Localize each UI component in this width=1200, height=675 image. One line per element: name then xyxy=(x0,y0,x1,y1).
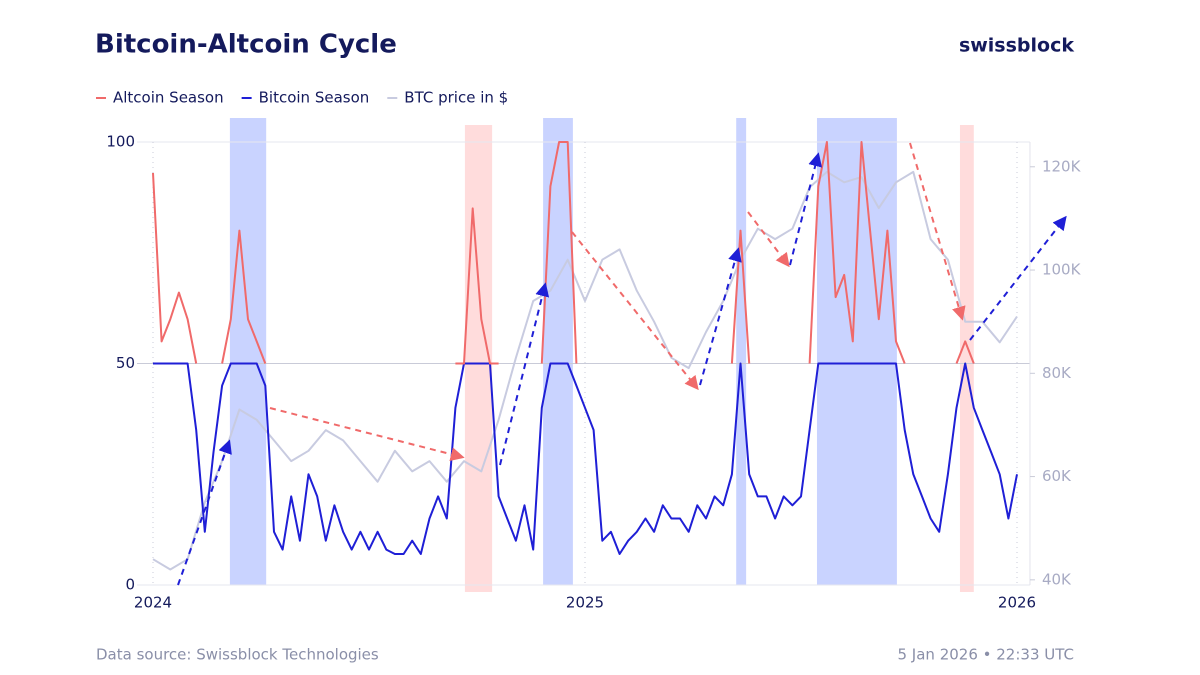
grid: 0 50 100 40K 60K 80K 100K 120K 2024 2025 2026 xyxy=(106,133,1081,612)
brand: swissblock xyxy=(959,35,1074,57)
arrow xyxy=(177,439,232,586)
x-tick-label: 2026 xyxy=(998,594,1036,612)
series-line xyxy=(730,229,751,364)
y-tick-label: 100 xyxy=(106,133,135,151)
arrow xyxy=(747,211,790,268)
series-line xyxy=(152,170,1018,571)
series-line xyxy=(455,207,499,365)
timestamp: 5 Jan 2026 • 22:33 UTC xyxy=(898,646,1075,664)
series-line xyxy=(221,229,267,364)
series-line xyxy=(808,141,906,364)
series-line xyxy=(152,172,198,364)
arrow xyxy=(571,231,699,391)
series-line xyxy=(955,340,975,364)
y2-tick-label: 60K xyxy=(1042,467,1072,485)
legend: Altcoin Season Bitcoin Season BTC price in… xyxy=(96,89,508,107)
arrow xyxy=(909,142,966,321)
shaded-region xyxy=(736,118,747,585)
y2-tick-label: 100K xyxy=(1042,261,1082,279)
series-line xyxy=(153,362,1018,555)
shaded-region xyxy=(464,125,493,592)
shaded-region xyxy=(959,125,974,592)
series-line xyxy=(540,141,578,364)
arrow xyxy=(969,215,1067,341)
chart-title: Bitcoin-Altcoin Cycle xyxy=(95,30,397,60)
y2-tick-label: 40K xyxy=(1042,570,1072,588)
x-tick-label: 2024 xyxy=(134,594,172,612)
shaded-region xyxy=(543,118,573,585)
x-tick-label: 2025 xyxy=(566,594,604,612)
arrow xyxy=(269,407,465,462)
arrow xyxy=(699,247,742,386)
y2-tick-label: 80K xyxy=(1042,364,1072,382)
arrow xyxy=(789,152,823,266)
shaded-regions xyxy=(229,118,974,592)
legend-label: Altcoin Season xyxy=(113,89,224,107)
arrow xyxy=(499,282,550,466)
y2-tick-label: 120K xyxy=(1042,157,1082,175)
trend-arrows xyxy=(177,142,1067,586)
legend-label: Bitcoin Season xyxy=(259,89,370,107)
legend-label: BTC price in $ xyxy=(404,89,508,107)
lines xyxy=(152,141,1018,571)
y-tick-label: 50 xyxy=(116,354,135,372)
y-tick-label: 0 xyxy=(125,576,135,594)
source: Data source: Swissblock Technologies xyxy=(96,646,379,664)
